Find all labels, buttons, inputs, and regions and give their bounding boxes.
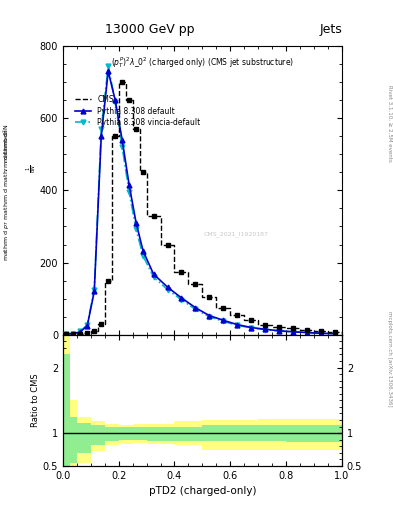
Text: CMS_2021_I1920187: CMS_2021_I1920187 <box>204 231 268 237</box>
CMS <box>172 268 177 274</box>
Pythia 8.308 vincia-default <box>85 322 90 328</box>
Text: $(p_T^p)^2\lambda\_0^2$ (charged only) (CMS jet substructure): $(p_T^p)^2\lambda\_0^2$ (charged only) (… <box>111 55 294 70</box>
CMS <box>340 331 344 337</box>
Pythia 8.308 vincia-default <box>332 331 337 337</box>
Pythia 8.308 default <box>332 331 337 337</box>
Pythia 8.308 vincia-default <box>141 253 145 259</box>
Pythia 8.308 default <box>305 330 309 336</box>
CMS <box>298 327 303 333</box>
Pythia 8.308 vincia-default <box>277 328 281 334</box>
Pythia 8.308 default <box>113 97 118 103</box>
Pythia 8.308 default <box>249 325 253 331</box>
CMS <box>214 305 219 311</box>
Pythia 8.308 vincia-default <box>99 126 104 132</box>
Pythia 8.308 default <box>165 284 170 290</box>
Pythia 8.308 default <box>291 329 296 335</box>
Pythia 8.308 vincia-default <box>235 322 240 328</box>
Pythia 8.308 default <box>179 295 184 301</box>
CMS <box>270 324 275 330</box>
Pythia 8.308 default <box>64 331 69 337</box>
Y-axis label: Ratio to CMS: Ratio to CMS <box>31 374 40 427</box>
Text: Rivet 3.1.10, ≥ 2.5M events: Rivet 3.1.10, ≥ 2.5M events <box>387 84 392 161</box>
Pythia 8.308 default <box>120 137 125 143</box>
Pythia 8.308 vincia-default <box>71 331 76 337</box>
Pythia 8.308 default <box>99 133 104 139</box>
Line: Pythia 8.308 vincia-default: Pythia 8.308 vincia-default <box>64 63 337 336</box>
Pythia 8.308 vincia-default <box>113 99 118 105</box>
Text: mathrm d$^2$N: mathrm d$^2$N <box>2 123 11 163</box>
Pythia 8.308 default <box>319 330 323 336</box>
Pythia 8.308 default <box>92 288 97 294</box>
CMS <box>61 331 65 337</box>
CMS <box>116 79 121 85</box>
CMS <box>242 317 247 324</box>
CMS <box>228 312 233 318</box>
Pythia 8.308 vincia-default <box>92 287 97 293</box>
Pythia 8.308 vincia-default <box>193 306 198 312</box>
Pythia 8.308 default <box>221 317 226 324</box>
X-axis label: pTD2 (charged-only): pTD2 (charged-only) <box>149 486 256 496</box>
Legend: CMS, Pythia 8.308 default, Pythia 8.308 vincia-default: CMS, Pythia 8.308 default, Pythia 8.308 … <box>72 93 204 130</box>
CMS <box>256 322 261 328</box>
Text: mcplots.cern.ch [arXiv:1306.3436]: mcplots.cern.ch [arXiv:1306.3436] <box>387 311 392 406</box>
CMS <box>81 330 86 336</box>
Text: 13000 GeV pp: 13000 GeV pp <box>105 23 194 36</box>
Line: CMS: CMS <box>63 82 342 334</box>
Pythia 8.308 vincia-default <box>127 189 132 195</box>
Pythia 8.308 default <box>263 326 268 332</box>
Pythia 8.308 vincia-default <box>319 330 323 336</box>
Text: $\frac{1}{\mathrm{d}N}$: $\frac{1}{\mathrm{d}N}$ <box>24 164 39 174</box>
Text: mathrm d $p_T$ mathrm d mathrm d lambda: mathrm d $p_T$ mathrm d mathrm d lambda <box>2 129 11 261</box>
Pythia 8.308 vincia-default <box>120 144 125 150</box>
Pythia 8.308 vincia-default <box>151 274 156 280</box>
Pythia 8.308 vincia-default <box>305 330 309 336</box>
Line: Pythia 8.308 default: Pythia 8.308 default <box>64 69 337 336</box>
Pythia 8.308 vincia-default <box>78 328 83 334</box>
Pythia 8.308 vincia-default <box>221 318 226 325</box>
CMS <box>130 126 135 132</box>
CMS <box>326 329 331 335</box>
Pythia 8.308 vincia-default <box>165 287 170 293</box>
CMS <box>158 242 163 248</box>
CMS <box>88 328 93 334</box>
Pythia 8.308 default <box>151 271 156 277</box>
Pythia 8.308 default <box>193 305 198 311</box>
Pythia 8.308 vincia-default <box>106 63 110 69</box>
Pythia 8.308 default <box>127 182 132 188</box>
CMS <box>186 281 191 287</box>
Pythia 8.308 vincia-default <box>263 327 268 333</box>
Pythia 8.308 vincia-default <box>207 314 212 320</box>
Pythia 8.308 default <box>85 323 90 329</box>
Pythia 8.308 default <box>207 312 212 318</box>
CMS <box>144 212 149 219</box>
CMS <box>109 133 114 139</box>
Pythia 8.308 default <box>78 329 83 335</box>
Pythia 8.308 default <box>106 68 110 74</box>
Pythia 8.308 vincia-default <box>134 226 138 232</box>
CMS <box>137 169 142 176</box>
Pythia 8.308 default <box>277 328 281 334</box>
Pythia 8.308 default <box>141 248 145 254</box>
Pythia 8.308 default <box>235 322 240 328</box>
CMS <box>284 325 288 331</box>
CMS <box>75 331 79 337</box>
CMS <box>200 294 205 300</box>
Pythia 8.308 default <box>71 331 76 337</box>
CMS <box>123 97 128 103</box>
Pythia 8.308 default <box>134 220 138 226</box>
Pythia 8.308 vincia-default <box>291 329 296 335</box>
CMS <box>68 331 72 337</box>
Pythia 8.308 vincia-default <box>64 331 69 337</box>
Pythia 8.308 vincia-default <box>249 325 253 331</box>
Pythia 8.308 vincia-default <box>179 296 184 303</box>
CMS <box>312 328 316 334</box>
CMS <box>95 321 100 327</box>
CMS <box>102 278 107 284</box>
Text: Jets: Jets <box>319 23 342 36</box>
